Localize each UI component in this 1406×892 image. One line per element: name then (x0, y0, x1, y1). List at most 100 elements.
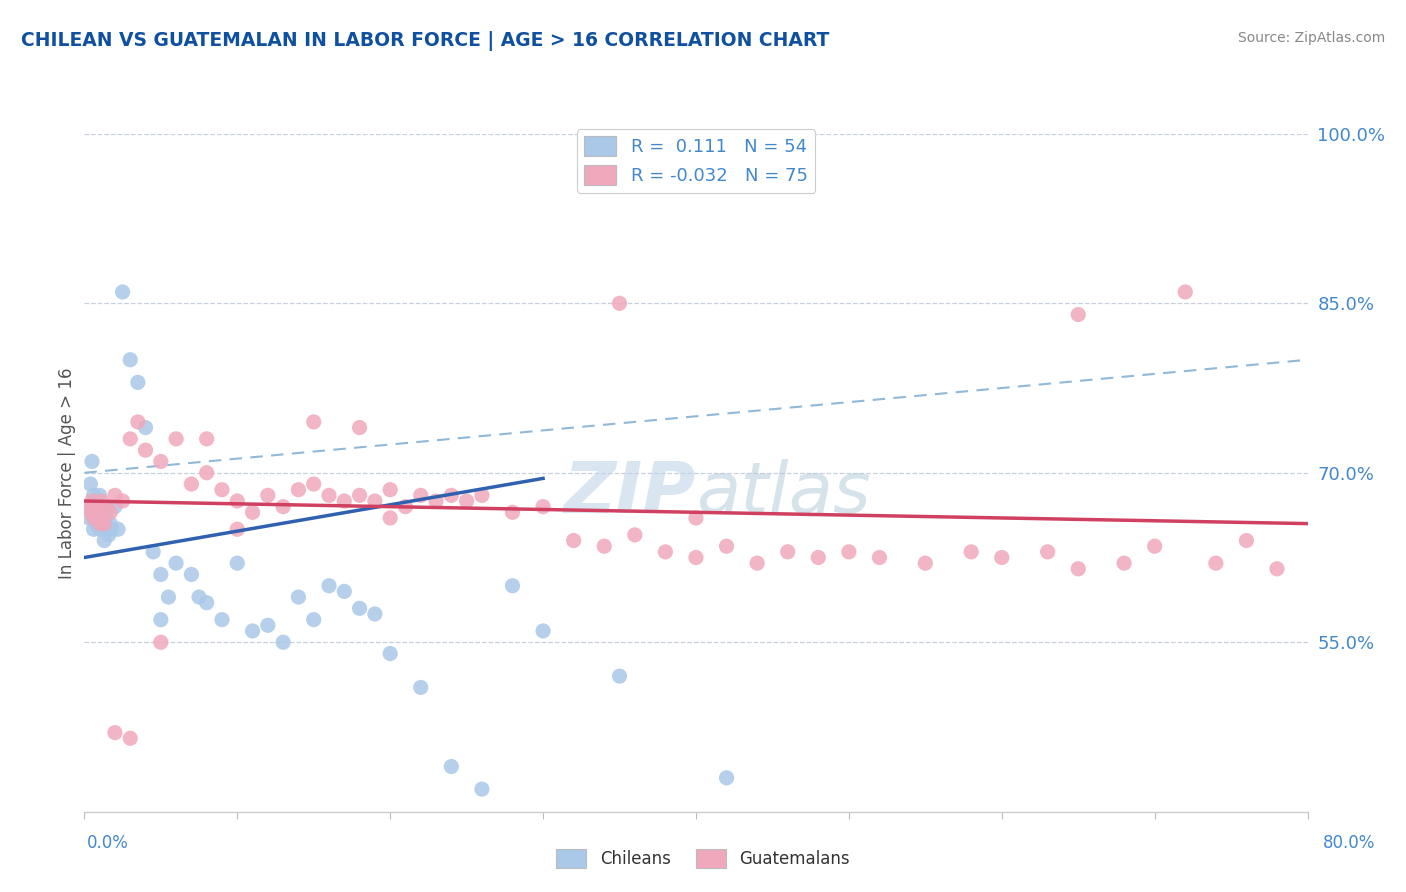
Point (104, 500, 127, 514)
Point (349, 601, 371, 615)
Point (77, 511, 100, 525)
Text: Source: ZipAtlas.com: Source: ZipAtlas.com (1237, 31, 1385, 45)
Point (195, 432, 218, 446)
Point (111, 494, 134, 508)
Point (96, 522, 118, 536)
Point (226, 556, 249, 570)
Point (83, 511, 105, 525)
Point (685, 550, 707, 565)
Legend: R =  0.111   N = 54, R = -0.032   N = 75: R = 0.111 N = 54, R = -0.032 N = 75 (576, 129, 815, 193)
Point (98, 516, 121, 531)
Point (1036, 545, 1059, 559)
Point (593, 539, 616, 553)
Point (90, 500, 112, 514)
Point (83, 522, 105, 536)
Point (440, 488, 463, 502)
Point (77, 500, 100, 514)
Point (624, 528, 647, 542)
Point (111, 285, 134, 299)
Point (89, 488, 111, 502)
Point (471, 782, 494, 797)
Point (96, 500, 118, 514)
Point (83, 488, 105, 502)
Point (1143, 539, 1166, 553)
Point (531, 624, 554, 638)
Point (149, 567, 172, 582)
Point (364, 607, 387, 621)
Point (501, 579, 523, 593)
Point (1114, 556, 1136, 570)
Point (1067, 308, 1090, 322)
Point (364, 494, 387, 508)
Point (226, 494, 249, 508)
Point (127, 376, 149, 390)
Point (107, 522, 129, 536)
Point (80, 494, 103, 508)
Point (195, 466, 218, 480)
Point (149, 454, 172, 468)
Point (318, 488, 340, 502)
Point (1205, 556, 1227, 570)
Point (914, 556, 936, 570)
Text: CHILEAN VS GUATEMALAN IN LABOR FORCE | AGE > 16 CORRELATION CHART: CHILEAN VS GUATEMALAN IN LABOR FORCE | A… (21, 31, 830, 51)
Point (745, 556, 768, 570)
Point (89, 516, 111, 531)
Point (409, 488, 432, 502)
Point (776, 545, 799, 559)
Point (120, 432, 142, 446)
Point (93, 533, 115, 548)
Text: 80.0%: 80.0% (1323, 834, 1375, 852)
Point (91, 511, 114, 525)
Point (990, 550, 1012, 565)
Point (302, 477, 325, 491)
Point (242, 624, 264, 638)
Point (80, 500, 103, 514)
Point (127, 415, 149, 429)
Point (142, 545, 165, 559)
Point (101, 522, 124, 536)
Point (149, 635, 172, 649)
Point (87, 500, 110, 514)
Point (380, 483, 402, 497)
Point (180, 567, 202, 582)
Point (380, 647, 402, 661)
Point (562, 533, 585, 548)
Point (501, 505, 523, 519)
Point (84, 494, 107, 508)
Point (93, 516, 115, 531)
Point (1234, 533, 1257, 548)
Point (471, 488, 494, 502)
Point (84, 500, 107, 514)
Point (302, 415, 325, 429)
Point (609, 669, 631, 683)
Point (349, 420, 371, 434)
Text: 0.0%: 0.0% (87, 834, 129, 852)
Point (302, 613, 325, 627)
Point (685, 511, 707, 525)
Point (149, 613, 172, 627)
Point (716, 539, 738, 553)
Point (94, 511, 117, 525)
Point (333, 494, 356, 508)
Y-axis label: In Labor Force | Age > 16: In Labor Force | Age > 16 (58, 367, 76, 579)
Point (1265, 562, 1288, 576)
Point (716, 771, 738, 785)
Point (257, 618, 280, 632)
Point (98, 505, 121, 519)
Point (869, 550, 891, 565)
Point (104, 488, 127, 502)
Point (349, 488, 371, 502)
Point (188, 590, 211, 604)
Point (654, 545, 676, 559)
Point (165, 556, 187, 570)
Point (226, 522, 249, 536)
Point (1067, 562, 1090, 576)
Point (333, 584, 356, 599)
Point (531, 500, 554, 514)
Point (271, 500, 294, 514)
Point (1174, 285, 1197, 299)
Point (80, 454, 103, 468)
Point (135, 420, 157, 434)
Point (195, 596, 218, 610)
Point (86, 505, 108, 519)
